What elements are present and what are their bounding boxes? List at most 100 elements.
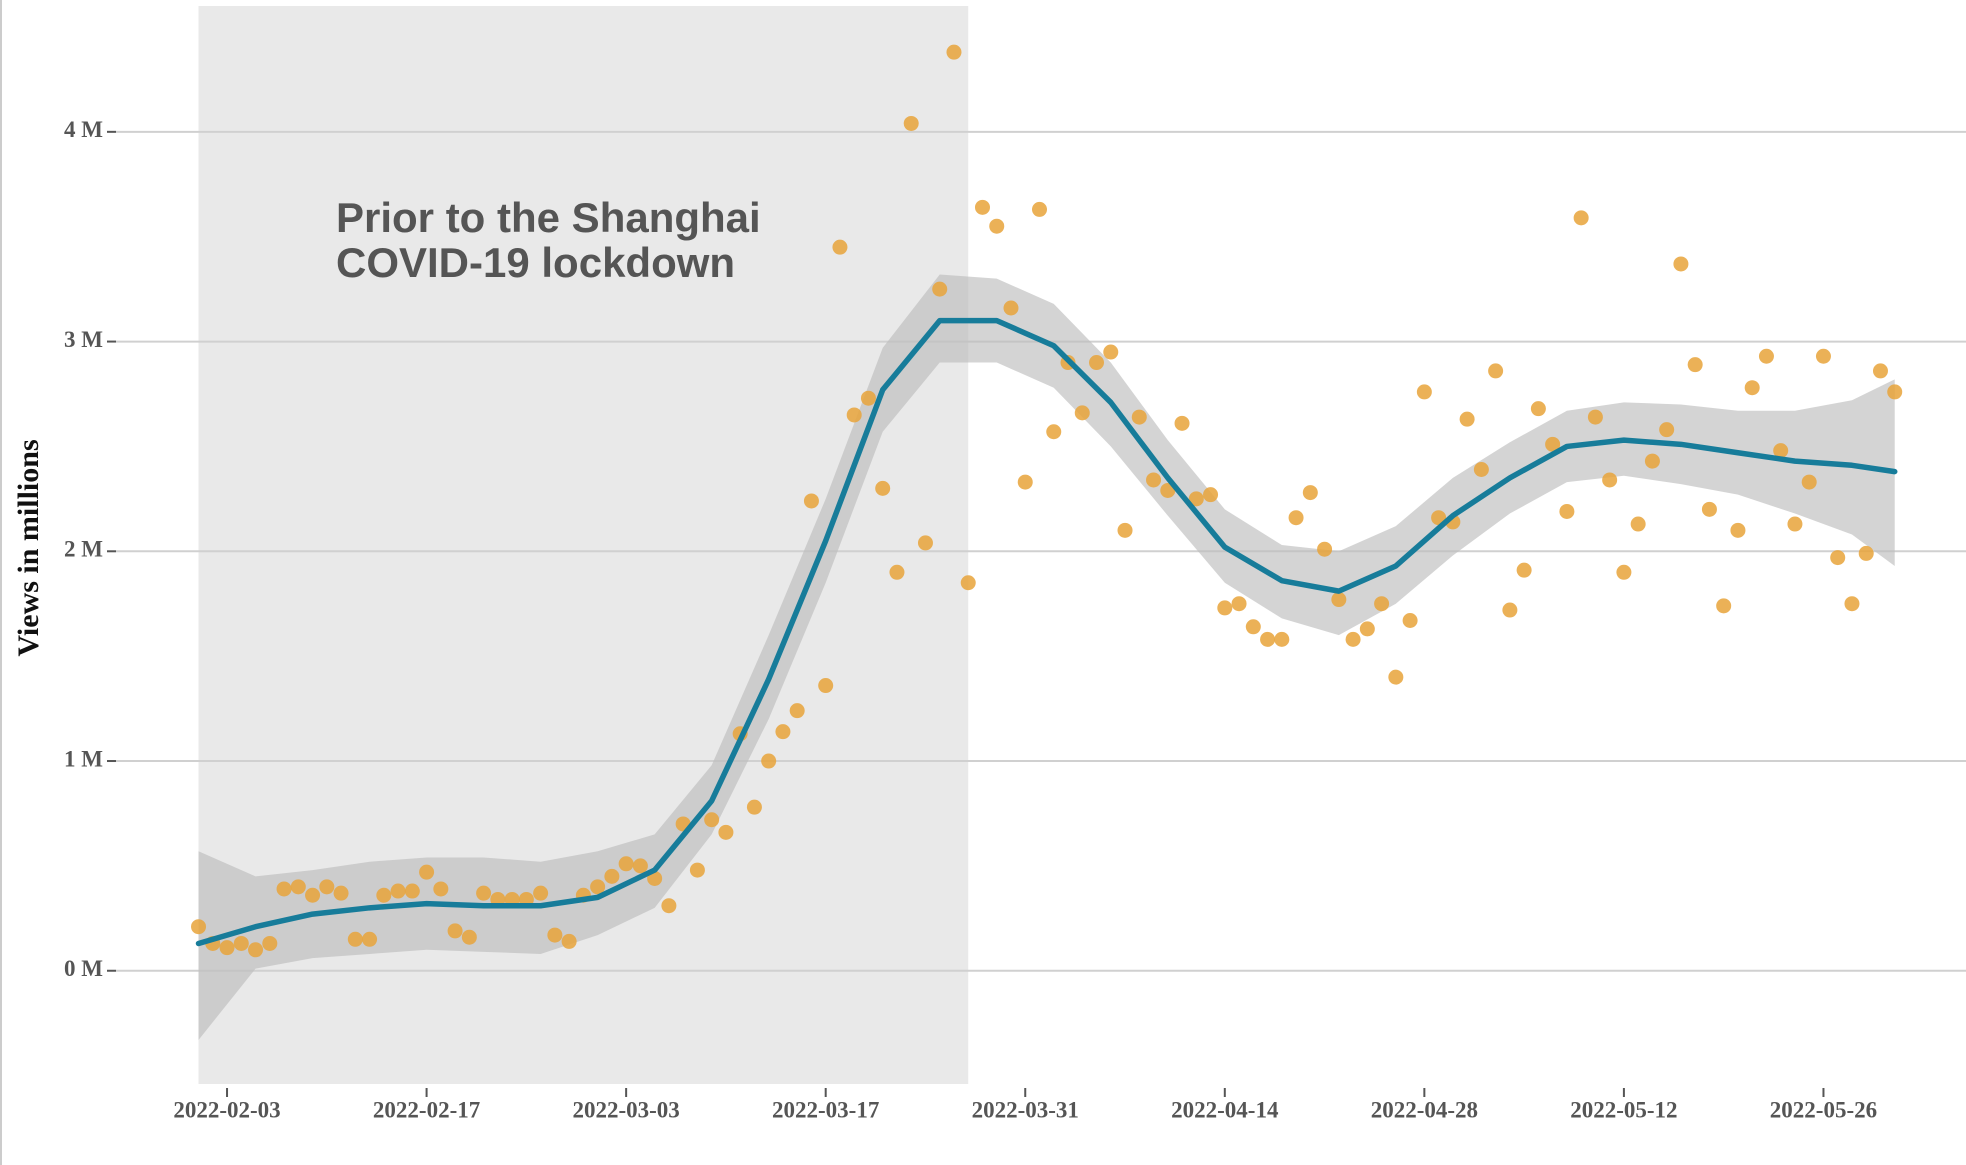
data-point [1587,409,1603,425]
x-tick-label: 2022-05-26 [1770,1097,1877,1122]
data-point [1573,210,1589,226]
data-point [1032,201,1047,217]
data-point [1374,596,1390,612]
x-tick-label: 2022-05-12 [1570,1097,1677,1122]
data-point [746,799,762,815]
data-point [1331,592,1347,608]
y-axis-label: Views in millions [12,439,45,656]
data-point [1217,600,1233,616]
data-point [632,858,648,874]
data-point [1673,256,1689,272]
data-point [1559,503,1575,519]
data-point [1103,344,1119,360]
data-point [875,480,891,496]
data-point [1288,510,1304,526]
data-point [461,929,477,945]
data-point [447,923,463,939]
data-point [1388,669,1404,685]
data-point [1488,363,1504,379]
data-point [1687,357,1703,373]
data-point [1003,300,1019,316]
data-point [818,678,834,694]
data-point [262,935,278,951]
data-point [1844,596,1860,612]
data-point [1773,443,1789,459]
data-point [1801,474,1817,490]
data-point [376,887,392,903]
data-point [547,927,563,943]
data-point [704,812,720,828]
data-point [347,931,363,947]
data-point [1744,380,1760,396]
data-point [404,883,420,899]
data-point [290,879,306,895]
data-point [1117,522,1133,538]
data-point [903,115,919,131]
data-point [1815,348,1831,364]
data-point [533,885,549,901]
data-point [1787,516,1803,532]
data-point [1502,602,1518,618]
data-point [1174,415,1190,431]
data-point [1345,631,1361,647]
data-point [1359,621,1375,637]
data-point [1302,485,1318,501]
data-point [803,493,819,509]
data-point [561,933,577,949]
data-point [248,942,264,958]
data-point [1545,436,1561,452]
data-point [233,935,249,951]
data-point [775,724,791,740]
annotation-line: COVID-19 lockdown [336,239,735,286]
data-point [917,535,933,551]
y-tick-label: 2 M [64,537,103,562]
data-point [276,881,292,897]
data-point [1146,472,1162,488]
data-point [1274,631,1290,647]
x-tick-label: 2022-03-03 [572,1097,679,1122]
data-point [1231,596,1247,612]
x-tick-label: 2022-02-17 [373,1097,480,1122]
data-point [1017,474,1033,490]
data-point [1858,545,1874,561]
data-point [718,824,734,840]
data-point [1260,631,1276,647]
data-point [846,407,862,423]
data-point [1046,424,1062,440]
data-point [1074,405,1090,421]
data-point [319,879,335,895]
data-point [1473,461,1489,477]
data-point [960,575,976,591]
data-point [305,887,321,903]
data-point [1872,363,1888,379]
x-tick-label: 2022-02-03 [173,1097,280,1122]
x-tick-label: 2022-04-14 [1171,1097,1279,1122]
confidence-band [198,274,1895,1040]
data-point [333,885,349,901]
data-point [433,881,449,897]
data-point [860,390,876,406]
x-tick-label: 2022-04-28 [1371,1097,1478,1122]
data-point [989,218,1005,234]
data-point [590,879,606,895]
data-point [1701,501,1717,517]
data-point [1245,619,1261,635]
data-point [1516,562,1532,578]
data-point [1203,487,1219,503]
data-point [362,931,378,947]
data-point [1602,472,1618,488]
data-point [946,44,962,60]
data-point [1659,422,1675,438]
data-point [1830,550,1846,566]
data-point [1188,491,1204,507]
y-tick-label: 0 M [64,956,103,981]
data-point [390,883,406,899]
x-tick-label: 2022-03-17 [772,1097,879,1122]
data-point [1317,541,1333,557]
data-point [974,199,990,215]
data-point [761,753,777,769]
data-point [419,864,435,880]
data-point [1416,384,1432,400]
